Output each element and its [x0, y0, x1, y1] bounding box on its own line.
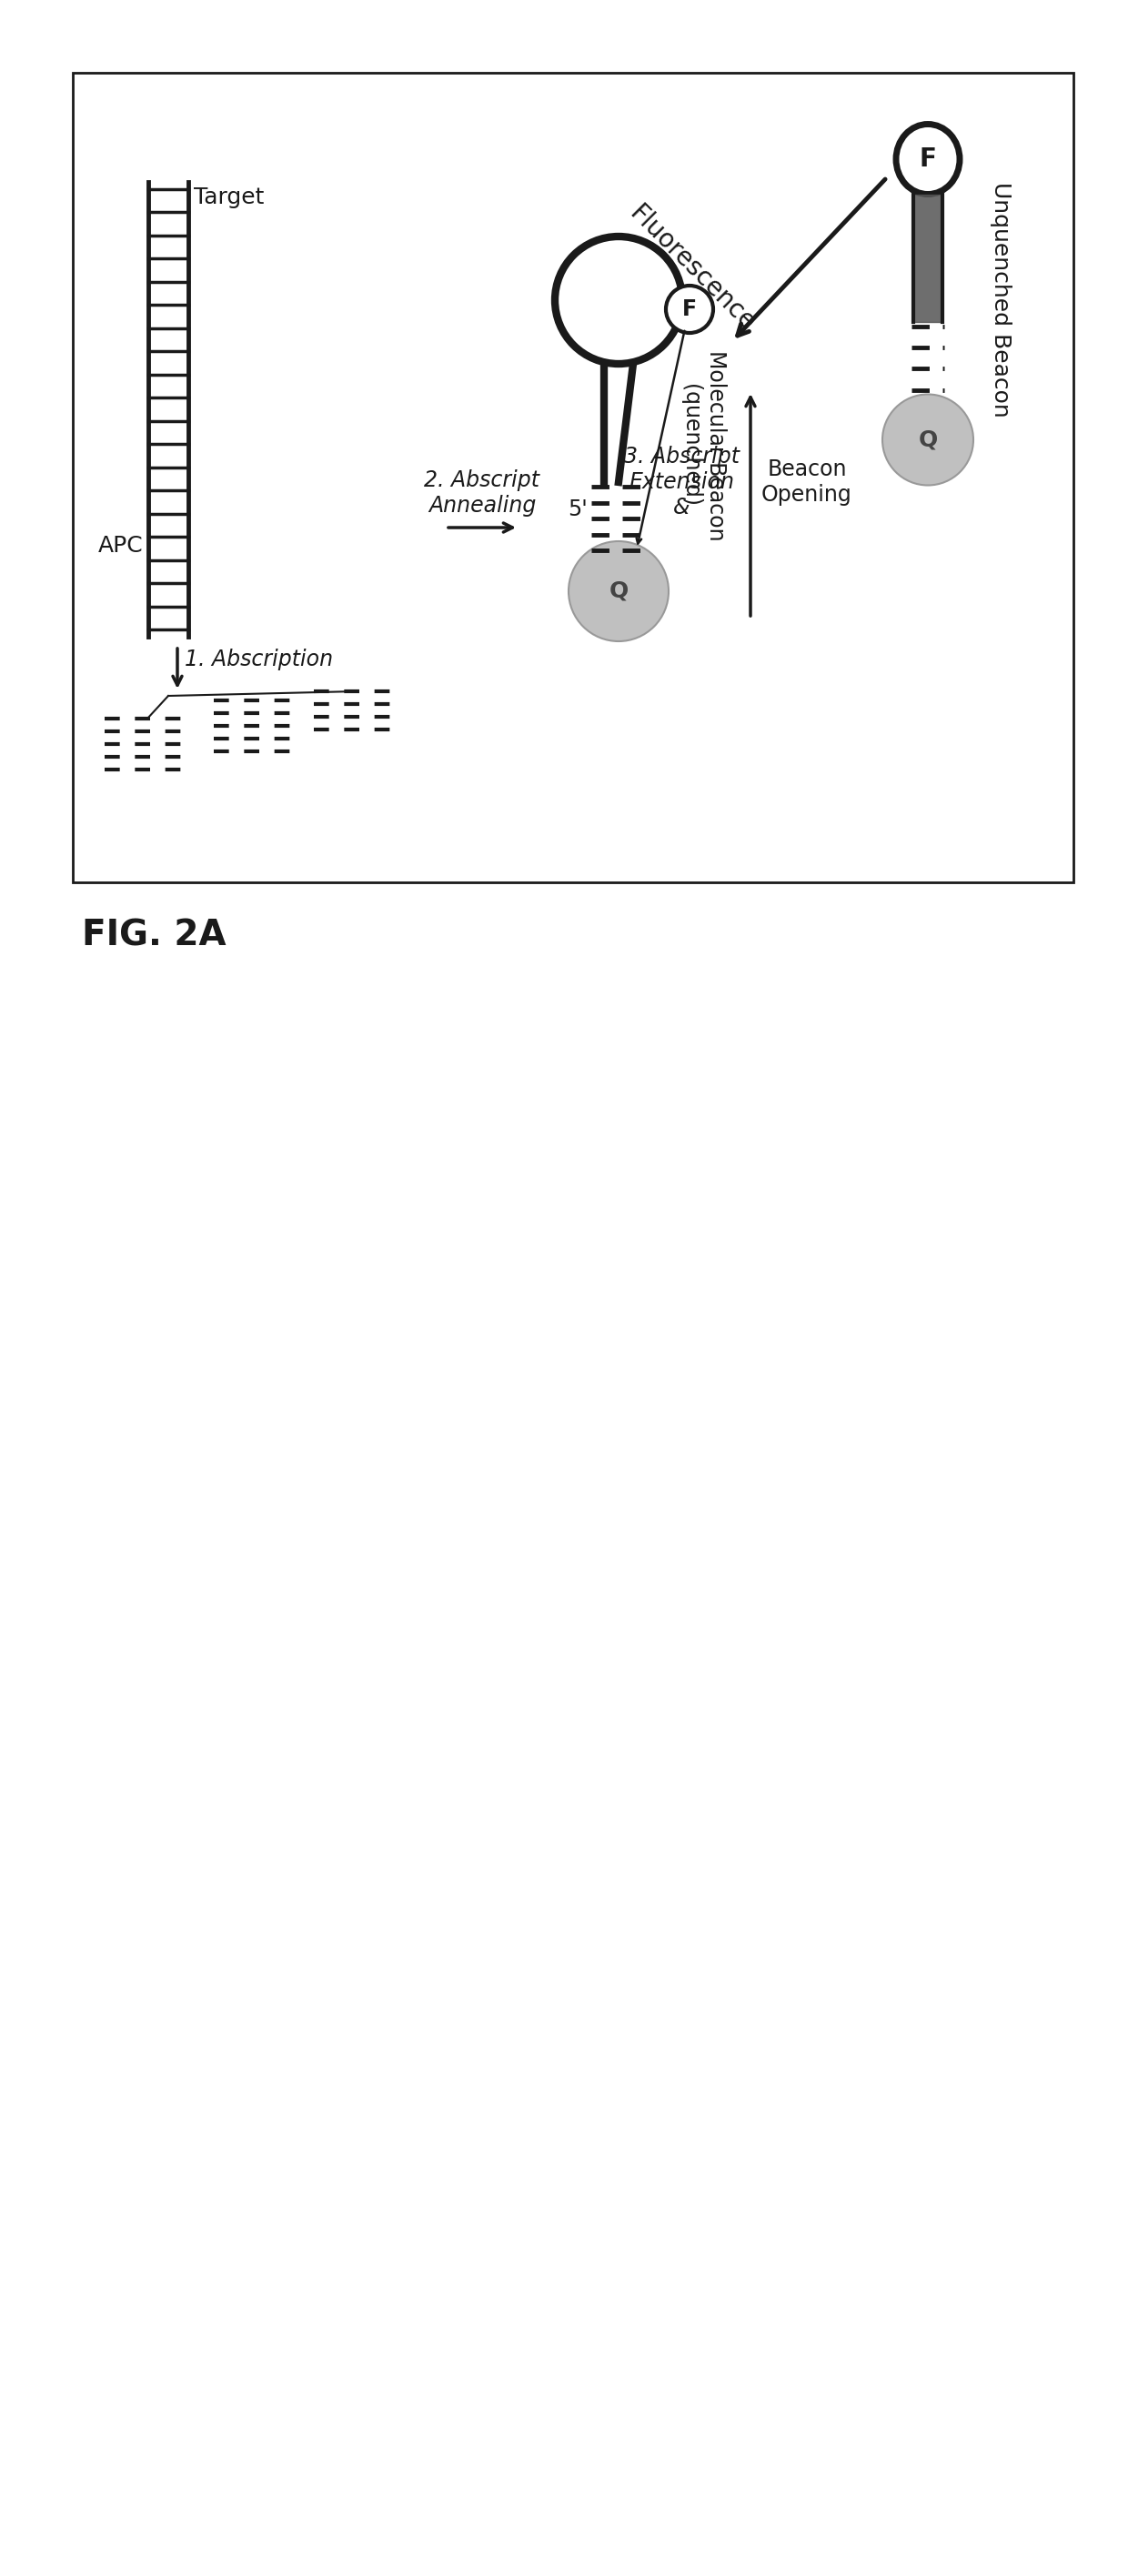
Text: 3. Abscript
Extension
&: 3. Abscript Extension &: [624, 446, 740, 518]
Text: 2. Abscript
Annealing: 2. Abscript Annealing: [424, 469, 540, 518]
Text: F: F: [682, 299, 697, 319]
Text: Fluorescence: Fluorescence: [624, 201, 759, 335]
Text: APC: APC: [98, 536, 143, 556]
Text: F: F: [919, 147, 936, 173]
Text: Beacon
Opening: Beacon Opening: [761, 459, 852, 505]
Text: Unquenched Beacon: Unquenched Beacon: [989, 180, 1012, 417]
Text: Q: Q: [918, 428, 937, 451]
Circle shape: [569, 541, 669, 641]
Circle shape: [666, 286, 713, 332]
Circle shape: [882, 394, 973, 484]
Ellipse shape: [896, 124, 960, 193]
Text: Q: Q: [609, 580, 628, 603]
Text: 1. Abscription: 1. Abscription: [185, 649, 333, 670]
Text: Target: Target: [194, 185, 264, 209]
Text: Molecular Beacon
(quenched): Molecular Beacon (quenched): [679, 350, 726, 541]
Text: FIG. 2A: FIG. 2A: [82, 920, 227, 953]
Bar: [73, 72, 1074, 884]
Text: 5': 5': [567, 500, 588, 520]
